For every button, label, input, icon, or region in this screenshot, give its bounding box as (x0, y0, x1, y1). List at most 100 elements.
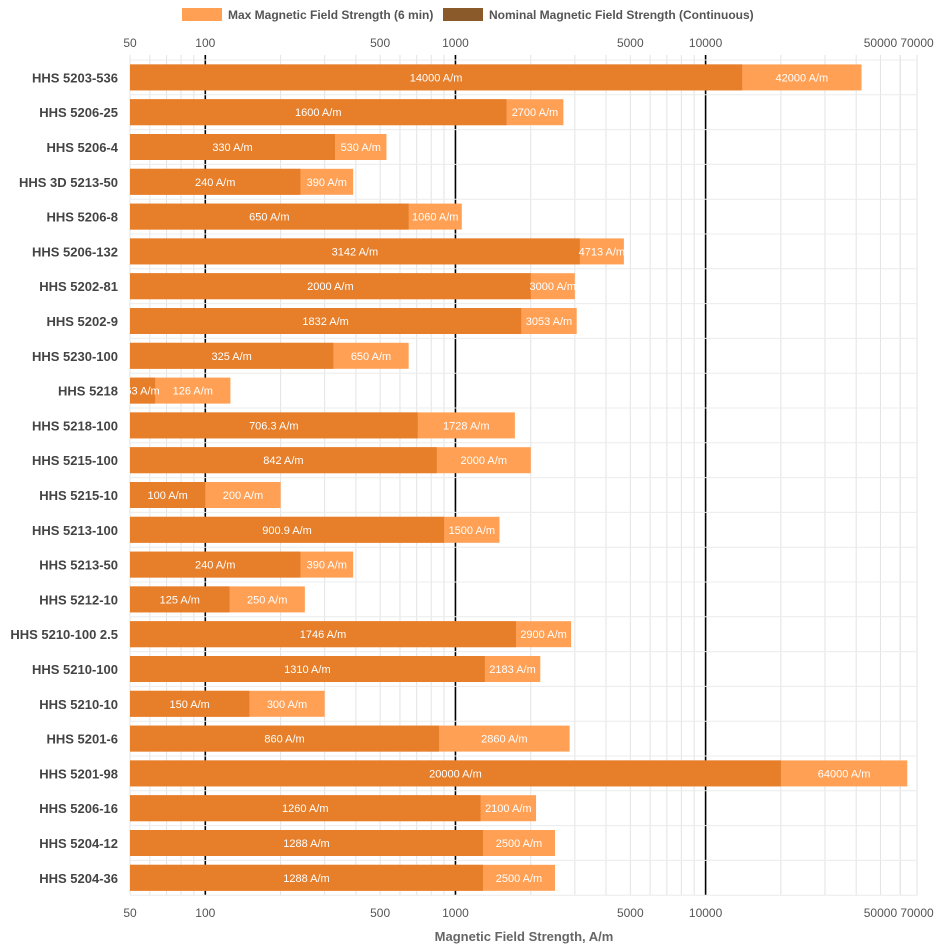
tick-label-top: 1000 (442, 36, 469, 50)
x-axis-title: Magnetic Field Strength, A/m (435, 929, 614, 944)
bar-nominal[interactable] (130, 621, 516, 648)
bar-label-nominal: 842 A/m (263, 455, 303, 467)
tick-label-top: 5000 (617, 36, 644, 50)
category-label: HHS 5202-81 (39, 279, 118, 294)
bar-label-nominal: 2000 A/m (307, 281, 353, 293)
bar-nominal[interactable] (130, 586, 230, 613)
category-label: HHS 5230-100 (32, 349, 118, 364)
bottom-axis: 50 100 500 1000 5000 10000 50000 70000 (123, 906, 934, 920)
tick-label-bottom: 50 (123, 906, 137, 920)
bar-label-max: 2100 A/m (485, 803, 531, 815)
category-label: HHS 3D 5213-50 (19, 175, 118, 190)
bar-label-nominal: 1600 A/m (295, 107, 341, 119)
category-label: HHS 5204-12 (39, 836, 118, 851)
tick-label-bottom: 50000 (864, 906, 898, 920)
category-label: HHS 5213-50 (39, 558, 118, 573)
bar-nominal[interactable] (130, 273, 531, 300)
category-label: HHS 5218-100 (32, 418, 118, 433)
bar-nominal[interactable] (130, 725, 440, 752)
bar-nominal[interactable] (130, 690, 250, 717)
category-label: HHS 5210-100 (32, 662, 118, 677)
bar-nominal[interactable] (130, 134, 336, 160)
tick-label-top: 50000 (864, 36, 898, 50)
bar-nominal[interactable] (130, 308, 522, 334)
bar-nominal[interactable] (130, 551, 301, 578)
bar-label-nominal: 63 A/m (125, 386, 159, 398)
bar-nominal[interactable] (130, 203, 409, 230)
category-label: HHS 5213-100 (32, 523, 118, 538)
bar-label-nominal: 1260 A/m (282, 803, 328, 815)
category-label: HHS 5206-4 (46, 140, 118, 155)
category-label: HHS 5215-100 (32, 453, 118, 468)
bar-nominal[interactable] (130, 482, 206, 508)
bar-label-nominal: 706.3 A/m (249, 420, 299, 432)
bar-label-nominal: 3142 A/m (332, 246, 378, 258)
category-label: HHS 5218 (58, 384, 118, 399)
bar-label-max: 390 A/m (307, 560, 347, 572)
grid (129, 55, 918, 896)
category-label: HHS 5201-6 (46, 732, 118, 747)
category-label: HHS 5212-10 (39, 592, 118, 607)
bar-label-max: 390 A/m (307, 177, 347, 189)
bars: 14000 A/m 42000 A/m 1600 A/m 2700 A/m 330 A/… (125, 64, 908, 891)
bar-label-max: 650 A/m (351, 351, 391, 363)
bar-nominal[interactable] (130, 238, 580, 265)
bar-label-nominal: 325 A/m (211, 351, 251, 363)
tick-label-bottom: 1000 (442, 906, 469, 920)
bar-label-nominal: 150 A/m (169, 699, 209, 711)
bar-label-nominal: 650 A/m (249, 212, 289, 224)
bar-nominal[interactable] (130, 64, 743, 91)
bar-label-nominal: 1288 A/m (283, 873, 329, 885)
bar-nominal[interactable] (130, 412, 418, 439)
bar-label-nominal: 240 A/m (195, 560, 235, 572)
tick-label-bottom: 10000 (689, 906, 723, 920)
bar-nominal[interactable] (130, 760, 781, 787)
bar-label-max: 4713 A/m (579, 246, 625, 258)
bar-nominal[interactable] (130, 99, 507, 126)
category-label: HHS 5203-536 (32, 70, 118, 85)
bar-label-max: 300 A/m (267, 699, 307, 711)
bar-nominal[interactable] (130, 447, 437, 474)
bar-label-nominal: 1288 A/m (283, 838, 329, 850)
bar-nominal[interactable] (130, 830, 483, 856)
legend-label-nominal[interactable]: Nominal Magnetic Field Strength (Continu… (489, 8, 754, 22)
bar-nominal[interactable] (130, 168, 301, 195)
legend-label-max[interactable]: Max Magnetic Field Strength (6 min) (228, 8, 433, 22)
bar-nominal[interactable] (130, 864, 483, 891)
bar-label-nominal: 330 A/m (212, 142, 252, 154)
bar-nominal[interactable] (130, 795, 481, 822)
bar-nominal[interactable] (130, 656, 485, 682)
bar-label-max: 2900 A/m (520, 629, 566, 641)
tick-label-bottom: 5000 (617, 906, 644, 920)
bar-label-nominal: 860 A/m (264, 734, 304, 746)
bar-nominal[interactable] (130, 342, 334, 369)
bar-label-max: 530 A/m (341, 142, 381, 154)
category-label: HHS 5206-25 (39, 105, 118, 120)
category-axis: HHS 5203-536 HHS 5206-25 HHS 5206-4 HHS 3D … (10, 70, 118, 885)
bar-label-max: 3053 A/m (526, 316, 572, 328)
bar-label-max: 64000 A/m (818, 768, 871, 780)
bar-nominal[interactable] (130, 377, 156, 404)
tick-label-bottom: 500 (370, 906, 390, 920)
bar-label-max: 42000 A/m (776, 72, 829, 84)
bar-nominal[interactable] (130, 516, 445, 543)
bar-label-max: 2700 A/m (512, 107, 558, 119)
tick-label-top: 10000 (689, 36, 723, 50)
bar-label-max: 2000 A/m (461, 455, 507, 467)
bar-label-nominal: 14000 A/m (410, 72, 463, 84)
legend-swatch-nominal[interactable] (443, 8, 483, 21)
bar-label-max: 2183 A/m (489, 664, 535, 676)
bar-label-max: 250 A/m (247, 594, 287, 606)
legend: Max Magnetic Field Strength (6 min) Nomi… (182, 8, 754, 22)
bar-label-max: 1060 A/m (412, 212, 458, 224)
bar-label-max: 2500 A/m (496, 873, 542, 885)
tick-label-top: 100 (195, 36, 215, 50)
bar-label-nominal: 20000 A/m (429, 768, 482, 780)
category-label: HHS 5206-8 (46, 210, 118, 225)
bar-label-nominal: 1310 A/m (284, 664, 330, 676)
tick-label-bottom: 70000 (900, 906, 934, 920)
bar-label-max: 126 A/m (173, 386, 213, 398)
bar-label-nominal: 240 A/m (195, 177, 235, 189)
legend-swatch-max[interactable] (182, 8, 222, 21)
